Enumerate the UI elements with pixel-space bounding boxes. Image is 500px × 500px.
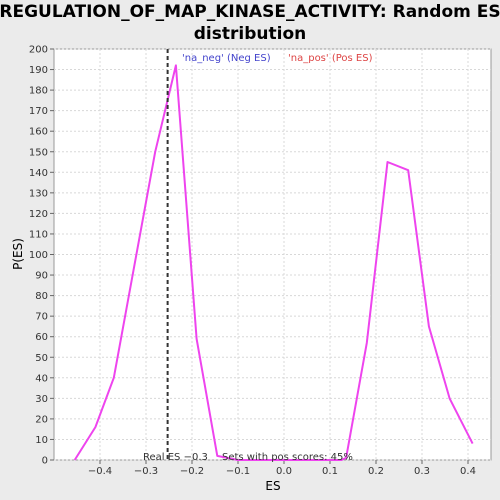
y-tick-label: 200	[29, 45, 48, 56]
y-tick-label: 100	[29, 250, 48, 261]
y-tick-label: 170	[29, 106, 48, 117]
y-tick-label: 20	[35, 414, 48, 425]
legend-entry-pos: 'na_pos' (Pos ES)	[288, 53, 373, 64]
y-tick-label: 110	[29, 229, 48, 240]
y-tick-label: 130	[29, 188, 48, 199]
series-group	[73, 64, 474, 461]
x-tick-label: 0.3	[414, 466, 430, 477]
legend-entry-neg: 'na_neg' (Neg ES)	[182, 53, 271, 64]
y-tick-label: 50	[35, 353, 48, 364]
chart-title-line1: REGULATION_OF_MAP_KINASE_ACTIVITY: Rando…	[0, 2, 500, 22]
x-tick-label: −0.4	[88, 466, 112, 477]
y-tick-label: 10	[35, 435, 48, 446]
y-tick-label: 90	[35, 271, 48, 282]
y-tick-label: 120	[29, 209, 48, 220]
y-axis-label: P(ES)	[11, 238, 25, 270]
pos-scores-annotation: Sets with pos scores: 45%	[222, 452, 353, 463]
y-tick-label: 80	[35, 291, 48, 302]
x-tick-label: 0.2	[368, 466, 384, 477]
y-tick-label: 70	[35, 312, 48, 323]
y-tick-label: 0	[42, 456, 48, 467]
x-tick-label: 0.1	[322, 466, 338, 477]
y-tick-label: 140	[29, 168, 48, 179]
x-axis-ticks: −0.4 −0.3 −0.2 −0.1 0.0 0.1 0.2 0.3 0.4	[88, 460, 476, 477]
chart-title-line2: distribution	[194, 24, 306, 44]
x-tick-label: 0.4	[460, 466, 476, 477]
y-tick-label: 160	[29, 127, 48, 138]
y-tick-label: 40	[35, 373, 48, 384]
x-tick-label: −0.3	[134, 466, 158, 477]
real-es-annotation: Real ES −0.3	[143, 452, 208, 463]
x-tick-label: −0.2	[180, 466, 204, 477]
series-line	[73, 64, 474, 461]
x-tick-label: 0.0	[276, 466, 292, 477]
y-axis-ticks: 0 10 20 30 40 50 60 70 80 90 100 110 120 130 140 150 160…	[29, 45, 54, 467]
x-axis-label: ES	[265, 479, 280, 493]
y-tick-label: 30	[35, 394, 48, 405]
y-tick-label: 190	[29, 65, 48, 76]
y-tick-label: 60	[35, 332, 48, 343]
y-tick-label: 180	[29, 86, 48, 97]
y-tick-label: 150	[29, 147, 48, 158]
x-tick-label: −0.1	[226, 466, 250, 477]
